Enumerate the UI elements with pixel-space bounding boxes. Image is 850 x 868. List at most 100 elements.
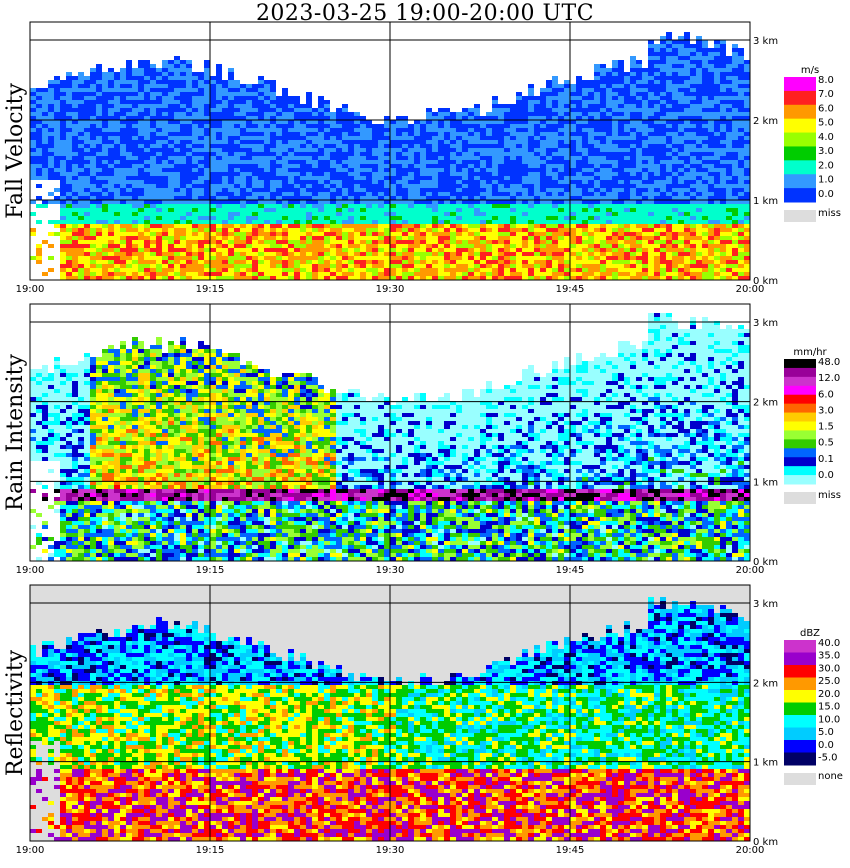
data-cell — [84, 116, 90, 120]
data-cell — [456, 256, 462, 260]
data-cell — [612, 168, 618, 172]
data-cell — [510, 240, 516, 244]
data-cell — [150, 68, 156, 72]
data-cell — [264, 124, 270, 128]
data-cell — [246, 276, 252, 280]
data-cell — [510, 252, 516, 256]
data-cell — [60, 252, 66, 256]
data-cell — [372, 172, 378, 176]
data-cell — [372, 136, 378, 140]
data-cell — [378, 252, 384, 256]
data-cell — [276, 112, 282, 116]
data-cell — [420, 160, 426, 164]
data-cell — [618, 252, 624, 256]
data-cell — [162, 196, 168, 200]
data-cell — [168, 216, 174, 220]
data-cell — [54, 188, 60, 192]
data-cell — [408, 156, 414, 160]
data-cell — [522, 156, 528, 160]
data-cell — [354, 128, 360, 132]
data-cell — [180, 200, 186, 204]
data-cell — [198, 216, 204, 220]
data-cell — [210, 132, 216, 136]
data-cell — [582, 100, 588, 104]
data-cell — [528, 100, 534, 104]
data-cell — [402, 220, 408, 224]
data-cell — [612, 172, 618, 176]
data-cell — [606, 148, 612, 152]
data-cell — [300, 264, 306, 268]
data-cell — [540, 176, 546, 180]
data-cell — [402, 256, 408, 260]
data-cell — [198, 156, 204, 160]
data-cell — [186, 120, 192, 124]
data-cell — [630, 116, 636, 120]
data-cell — [432, 188, 438, 192]
data-cell — [210, 264, 216, 268]
data-cell — [330, 176, 336, 180]
data-cell — [624, 84, 630, 88]
data-cell — [330, 276, 336, 280]
data-cell — [264, 152, 270, 156]
data-cell — [228, 188, 234, 192]
data-cell — [498, 264, 504, 268]
data-cell — [540, 180, 546, 184]
data-cell — [348, 252, 354, 256]
data-cell — [378, 208, 384, 212]
data-cell — [552, 248, 558, 252]
data-cell — [144, 128, 150, 132]
data-cell — [642, 232, 648, 236]
data-cell — [414, 256, 420, 260]
data-cell — [90, 204, 96, 208]
data-cell — [474, 216, 480, 220]
data-cell — [558, 252, 564, 256]
data-cell — [216, 212, 222, 216]
data-cell — [570, 140, 576, 144]
data-cell — [624, 196, 630, 200]
data-cell — [348, 200, 354, 204]
data-cell — [606, 264, 612, 268]
data-cell — [108, 128, 114, 132]
data-cell — [606, 200, 612, 204]
data-cell — [438, 264, 444, 268]
data-cell — [612, 108, 618, 112]
data-cell — [156, 180, 162, 184]
data-cell — [624, 200, 630, 204]
data-cell — [648, 40, 654, 44]
data-cell — [588, 152, 594, 156]
data-cell — [174, 220, 180, 224]
data-cell — [246, 140, 252, 144]
data-cell — [528, 224, 534, 228]
data-cell — [348, 168, 354, 172]
data-cell — [444, 108, 450, 112]
data-cell — [162, 228, 168, 232]
data-cell — [600, 140, 606, 144]
data-cell — [474, 116, 480, 120]
data-cell — [150, 96, 156, 100]
data-cell — [336, 200, 342, 204]
data-cell — [450, 160, 456, 164]
data-cell — [66, 168, 72, 172]
data-cell — [654, 68, 660, 72]
data-cell — [654, 188, 660, 192]
data-cell — [564, 224, 570, 228]
data-cell — [390, 236, 396, 240]
data-cell — [516, 256, 522, 260]
data-cell — [564, 244, 570, 248]
data-cell — [78, 136, 84, 140]
data-cell — [186, 236, 192, 240]
data-cell — [642, 212, 648, 216]
data-cell — [468, 228, 474, 232]
data-cell — [270, 204, 276, 208]
data-cell — [600, 172, 606, 176]
data-cell — [36, 136, 42, 140]
data-cell — [318, 204, 324, 208]
data-cell — [192, 128, 198, 132]
data-cell — [216, 268, 222, 272]
data-cell — [342, 152, 348, 156]
data-cell — [354, 180, 360, 184]
data-cell — [138, 76, 144, 80]
data-cell — [504, 204, 510, 208]
data-cell — [186, 272, 192, 276]
data-cell — [450, 124, 456, 128]
